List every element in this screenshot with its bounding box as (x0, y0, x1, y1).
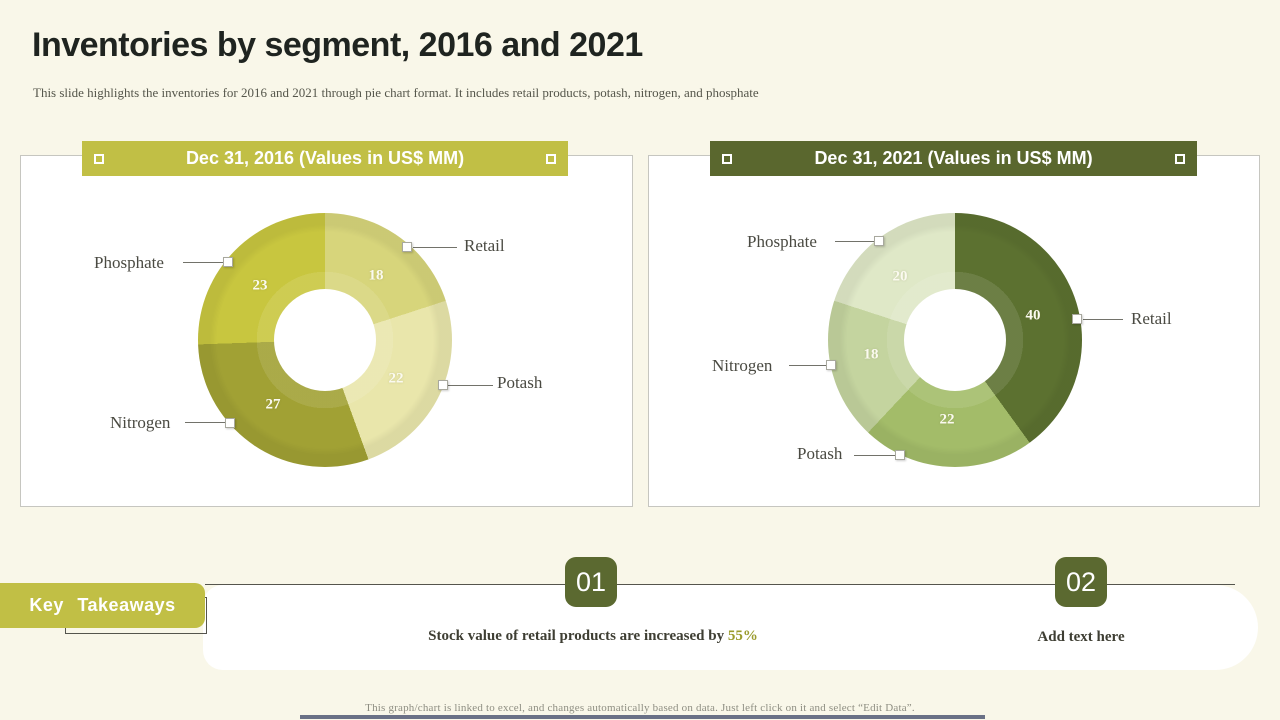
category-label-retail: Retail (1131, 309, 1172, 328)
callout-handle-icon (826, 360, 836, 370)
category-label-potash: Potash (497, 373, 543, 392)
value-label: 27 (265, 396, 281, 413)
donut-hole (904, 289, 1006, 391)
banner-handle-icon (722, 153, 732, 164)
leader-line (1083, 319, 1123, 320)
donut-chart-2021[interactable] (828, 213, 1082, 467)
key-takeaways-banner: Key Takeaways (0, 583, 205, 628)
takeaway-text-main: Stock value of retail products are incre… (428, 628, 728, 644)
category-label-retail: Retail (464, 236, 505, 255)
category-label-phosphate: Phosphate (94, 253, 164, 272)
chart-title-banner-2016: Dec 31, 2016 (Values in US$ MM) (82, 141, 568, 176)
value-label: 22 (939, 411, 955, 428)
leader-line (789, 365, 828, 366)
takeaway-text-1: Stock value of retail products are incre… (403, 628, 783, 645)
page-title: Inventories by segment, 2016 and 2021 (32, 26, 643, 64)
callout-handle-icon (402, 242, 412, 252)
takeaway-text-2: Add text here (1001, 629, 1161, 646)
banner-handle-icon (1175, 153, 1185, 164)
bottom-bar (300, 715, 985, 719)
callout-handle-icon (874, 236, 884, 246)
footer-note: This graph/chart is linked to excel, and… (365, 702, 915, 714)
value-label: 40 (1025, 307, 1041, 324)
donut-chart-2016[interactable] (198, 213, 452, 467)
callout-handle-icon (223, 257, 233, 267)
value-label: 20 (892, 268, 908, 285)
category-label-phosphate: Phosphate (747, 232, 817, 251)
takeaway-text-highlight: 55% (727, 628, 758, 644)
chart-title-2021: Dec 31, 2021 (Values in US$ MM) (814, 148, 1093, 168)
leader-line (183, 262, 225, 263)
callout-handle-icon (895, 450, 905, 460)
category-label-nitrogen: Nitrogen (712, 356, 773, 375)
leader-line (185, 422, 226, 423)
callout-handle-icon (438, 380, 448, 390)
chart-title-2016: Dec 31, 2016 (Values in US$ MM) (185, 148, 465, 168)
value-label: 18 (863, 346, 879, 363)
category-label-potash: Potash (797, 444, 843, 463)
leader-line (835, 241, 876, 242)
value-label: 23 (252, 277, 268, 294)
badge-number: 02 (1065, 566, 1097, 597)
banner-handle-icon (546, 153, 556, 164)
callout-handle-icon (225, 418, 235, 428)
takeaway-text-main: Add text here (1037, 629, 1125, 645)
banner-handle-icon (94, 153, 104, 164)
leader-line (413, 247, 457, 248)
leader-line (854, 455, 895, 456)
takeaways-connector-line (205, 584, 1235, 585)
page-subtitle: This slide highlights the inventories fo… (33, 85, 759, 100)
callout-handle-icon (1072, 314, 1082, 324)
leader-line (448, 385, 493, 386)
category-label-nitrogen: Nitrogen (110, 413, 171, 432)
value-label: 18 (368, 267, 384, 284)
takeaway-badge-02: 02 (1055, 557, 1107, 607)
badge-number: 01 (575, 566, 607, 597)
chart-title-banner-2021: Dec 31, 2021 (Values in US$ MM) (710, 141, 1197, 176)
value-label: 22 (388, 370, 404, 387)
takeaway-badge-01: 01 (565, 557, 617, 607)
key-takeaways-label: Key Takeaways (29, 595, 176, 615)
donut-hole (274, 289, 376, 391)
